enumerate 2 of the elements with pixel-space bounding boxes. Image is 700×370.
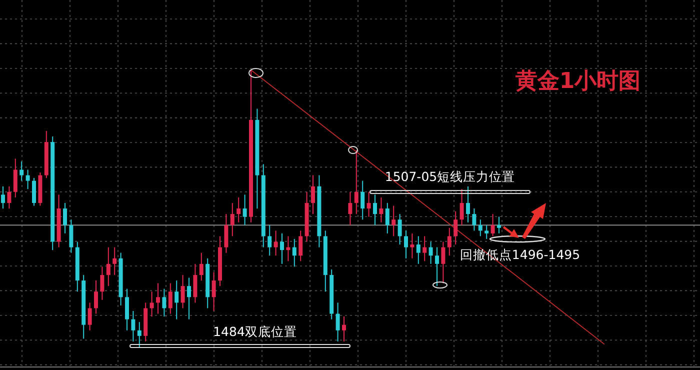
annotation: 1484双底位置: [213, 324, 297, 339]
title: 黄金1小时图: [515, 69, 641, 94]
